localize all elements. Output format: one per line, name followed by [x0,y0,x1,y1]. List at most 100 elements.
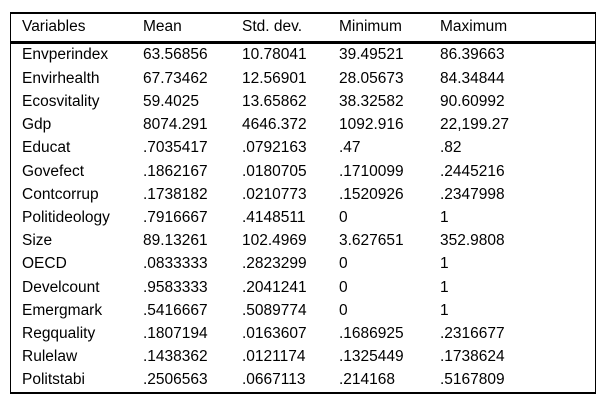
value-cell: .5167809 [440,371,505,389]
table-row: Educat .7035417 .0792163 .47 .82 [11,137,595,160]
value-cell: 102.4969 [242,232,307,250]
value-cell: .0163607 [242,324,307,342]
value-cell: .0180705 [242,162,307,180]
value-cell: 1092.916 [339,116,404,134]
value-cell: .1325449 [339,348,404,366]
table-header: Variables Mean Std. dev. Minimum Maximum [11,14,595,44]
table-row: Contcorrup .1738182 .0210773 .1520926 .23479… [11,183,595,206]
value-cell: .0792163 [242,139,307,157]
value-cell: .2347998 [440,185,505,203]
value-cell: .0210773 [242,185,307,203]
value-cell: 0 [339,301,348,319]
table-row: Politstabi .2506563 .0667113 .214168 .516780… [11,369,595,392]
table-row: Develcount .9583333 .2041241 0 1 [11,276,595,299]
column-header-mean: Mean [143,14,242,44]
value-cell: 4646.372 [242,116,307,134]
variable-name-cell: Govefect [22,162,85,180]
table-row: Politideology .7916667 .4148511 0 1 [11,206,595,229]
value-cell: .1862167 [143,162,208,180]
value-cell: 10.78041 [242,46,307,64]
value-cell: .7035417 [143,139,208,157]
table-row: Emergmark .5416667 .5089774 0 1 [11,299,595,322]
variable-name-cell: OECD [22,255,67,273]
table-row: Ecosvitality 59.4025 13.65862 38.32582 90.60… [11,90,595,113]
table-body: Envperindex 63.56856 10.78041 39.49521 86.39… [11,42,595,392]
table-row: Govefect .1862167 .0180705 .1710099 .2445216 [11,160,595,183]
column-header-std-dev: Std. dev. [242,14,339,44]
value-cell: .9583333 [143,278,208,296]
table-row: Envirhealth 67.73462 12.56901 28.05673 84.34… [11,67,595,90]
value-cell: .5416667 [143,301,208,319]
value-cell: .7916667 [143,208,208,226]
value-cell: 3.627651 [339,232,404,250]
column-header-minimum: Minimum [339,14,440,44]
value-cell: .1520926 [339,185,404,203]
variable-name-cell: Size [22,232,53,250]
value-cell: 59.4025 [143,92,200,110]
variable-name-cell: Regquality [22,324,96,342]
value-cell: 1 [440,208,449,226]
value-cell: .1807194 [143,324,208,342]
table-row: Rulelaw .1438362 .0121174 .1325449 .1738624 [11,346,595,369]
header-row: Variables Mean Std. dev. Minimum Maximum [11,14,595,44]
value-cell: .0667113 [242,371,306,389]
value-cell: .2445216 [440,162,505,180]
value-cell: .1738182 [143,185,208,203]
variable-name-cell: Gdp [22,116,52,134]
column-header-maximum: Maximum [440,14,595,44]
value-cell: 13.65862 [242,92,307,110]
value-cell: 67.73462 [143,69,208,87]
value-cell: 90.60992 [440,92,505,110]
value-cell: .47 [339,139,361,157]
value-cell: 0 [339,255,348,273]
value-cell: .82 [440,139,462,157]
value-cell: 28.05673 [339,69,404,87]
variable-name-cell: Develcount [22,278,100,296]
value-cell: .2041241 [242,278,307,296]
value-cell: .2823299 [242,255,307,273]
variable-name-cell: Educat [22,139,71,157]
value-cell: 1 [440,255,449,273]
value-cell: .0833333 [143,255,208,273]
column-header-variables: Variables [11,14,143,44]
value-cell: 0 [339,208,348,226]
value-cell: .1738624 [440,348,505,366]
value-cell: 12.56901 [242,69,307,87]
value-cell: .2316677 [440,324,505,342]
summary-statistics-table: Variables Mean Std. dev. Minimum Maximum Env… [11,14,595,392]
value-cell: 1 [440,278,449,296]
value-cell: .0121174 [242,348,306,366]
table-row: Envperindex 63.56856 10.78041 39.49521 86.39… [11,42,595,67]
value-cell: 8074.291 [143,116,208,134]
variable-name-cell: Contcorrup [22,185,99,203]
value-cell: 89.13261 [143,232,208,250]
value-cell: .4148511 [242,208,306,226]
variable-name-cell: Emergmark [22,301,103,319]
value-cell: .1710099 [339,162,404,180]
value-cell: 38.32582 [339,92,404,110]
value-cell: 0 [339,278,348,296]
summary-statistics-table-frame: Variables Mean Std. dev. Minimum Maximum Env… [10,12,596,394]
variable-name-cell: Rulelaw [22,348,78,366]
table-row: Regquality .1807194 .0163607 .1686925 .23166… [11,322,595,345]
value-cell: .5089774 [242,301,307,319]
value-cell: .214168 [339,371,396,389]
variable-name-cell: Envperindex [22,46,109,64]
variable-name-cell: Politstabi [22,371,85,389]
variable-name-cell: Ecosvitality [22,92,100,110]
variable-name-cell: Politideology [22,208,110,226]
table-row: OECD .0833333 .2823299 0 1 [11,253,595,276]
value-cell: .1686925 [339,324,404,342]
value-cell: 84.34844 [440,69,505,87]
table-row: Size 89.13261 102.4969 3.627651 352.9808 [11,230,595,253]
value-cell: 22,199.27 [440,116,509,134]
variable-name-cell: Envirhealth [22,69,100,87]
value-cell: .1438362 [143,348,208,366]
value-cell: 352.9808 [440,232,505,250]
value-cell: .2506563 [143,371,208,389]
value-cell: 1 [440,301,449,319]
value-cell: 86.39663 [440,46,505,64]
value-cell: 63.56856 [143,46,208,64]
table-row: Gdp 8074.291 4646.372 1092.916 22,199.27 [11,114,595,137]
